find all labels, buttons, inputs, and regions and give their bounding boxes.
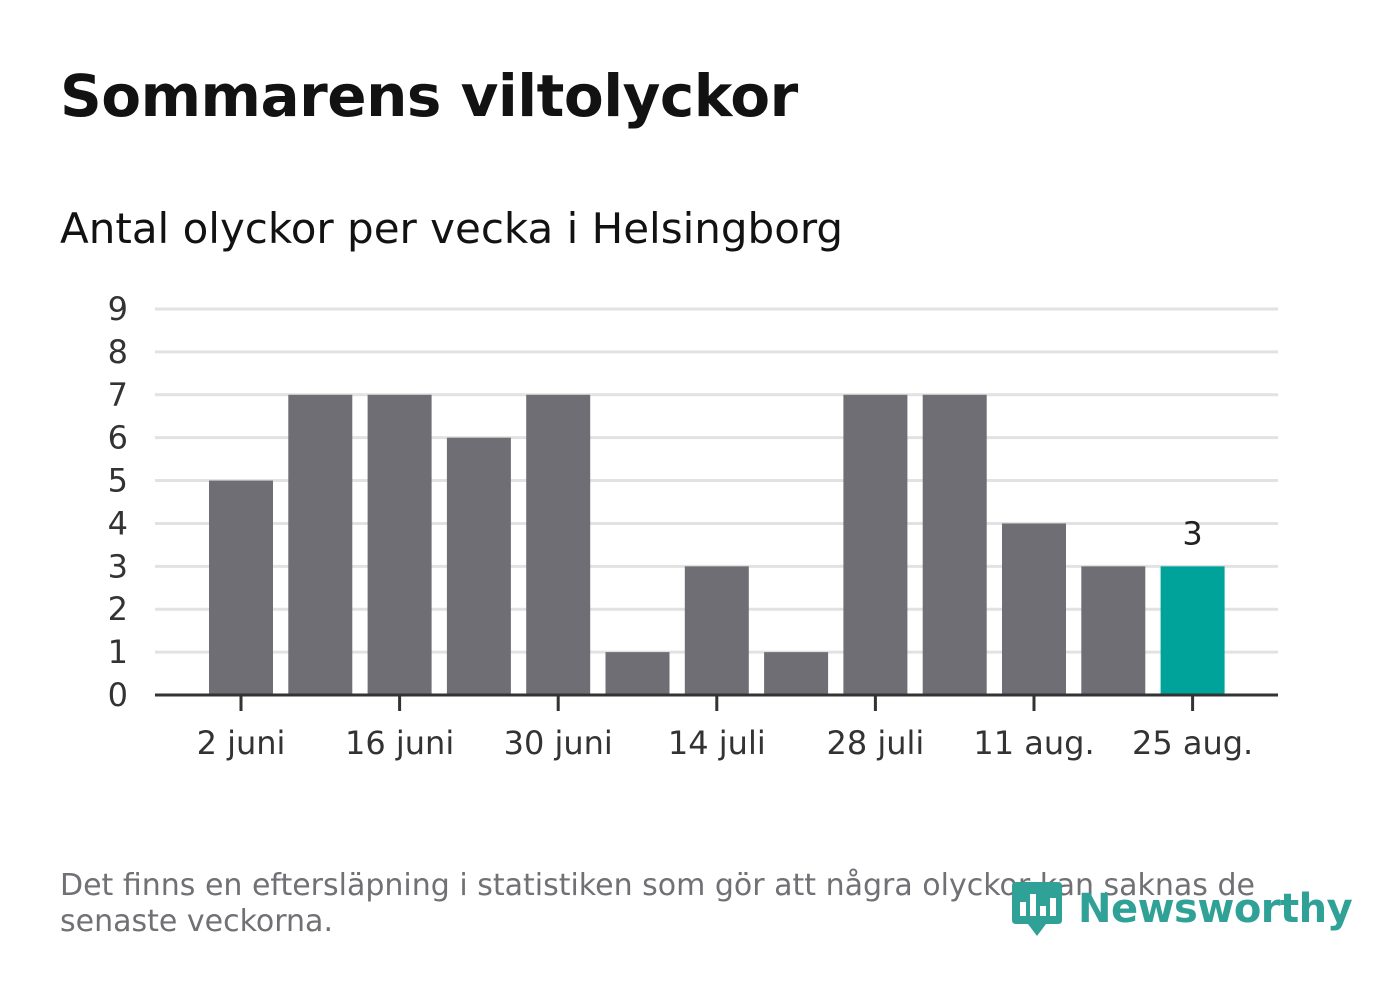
bar [605,652,670,695]
chart-title: Sommarens viltolyckor [60,62,798,130]
bar [684,566,749,695]
newsworthy-logo-text: Newsworthy [1078,886,1353,932]
x-tick-label: 2 juni [197,724,286,762]
y-tick-label: 1 [108,633,128,671]
bar [1081,566,1146,695]
y-tick-label: 3 [108,547,128,585]
y-tick-label: 0 [108,676,128,714]
bar [843,394,908,695]
x-tick-label: 16 juni [345,724,454,762]
bar-highlighted [1160,566,1225,695]
bar [764,652,829,695]
bar [209,480,273,695]
data-labels: 3 [1182,514,1202,552]
x-tick-label: 14 juli [668,724,766,762]
bar [1002,523,1066,695]
bar [367,394,432,695]
newsworthy-bar-chart-logo-icon [1012,882,1062,936]
bars [209,394,1225,695]
y-tick-label: 9 [108,290,128,328]
bar [922,394,987,695]
y-tick-label: 7 [108,376,128,414]
newsworthy-logo: Newsworthy [1010,878,1353,940]
y-tick-label: 6 [108,419,128,457]
bar [526,394,591,695]
chart-subtitle: Antal olyckor per vecka i Helsingborg [60,204,844,253]
y-axis-ticks: 0 1 2 3 4 5 6 7 8 9 [108,290,128,714]
y-tick-label: 5 [108,462,128,500]
x-tick-label: 30 juni [504,724,613,762]
data-label: 3 [1182,514,1202,552]
x-tick-label: 25 aug. [1132,724,1253,762]
y-tick-label: 2 [108,590,128,628]
y-tick-label: 8 [108,333,128,371]
x-tick-label: 28 juli [826,724,924,762]
x-axis-ticks: 2 juni 16 juni 30 juni 14 juli 28 juli 11 aug… [197,695,1253,762]
x-tick-label: 11 aug. [973,724,1094,762]
bar [446,437,511,695]
bar [288,394,353,695]
y-tick-label: 4 [108,504,128,542]
